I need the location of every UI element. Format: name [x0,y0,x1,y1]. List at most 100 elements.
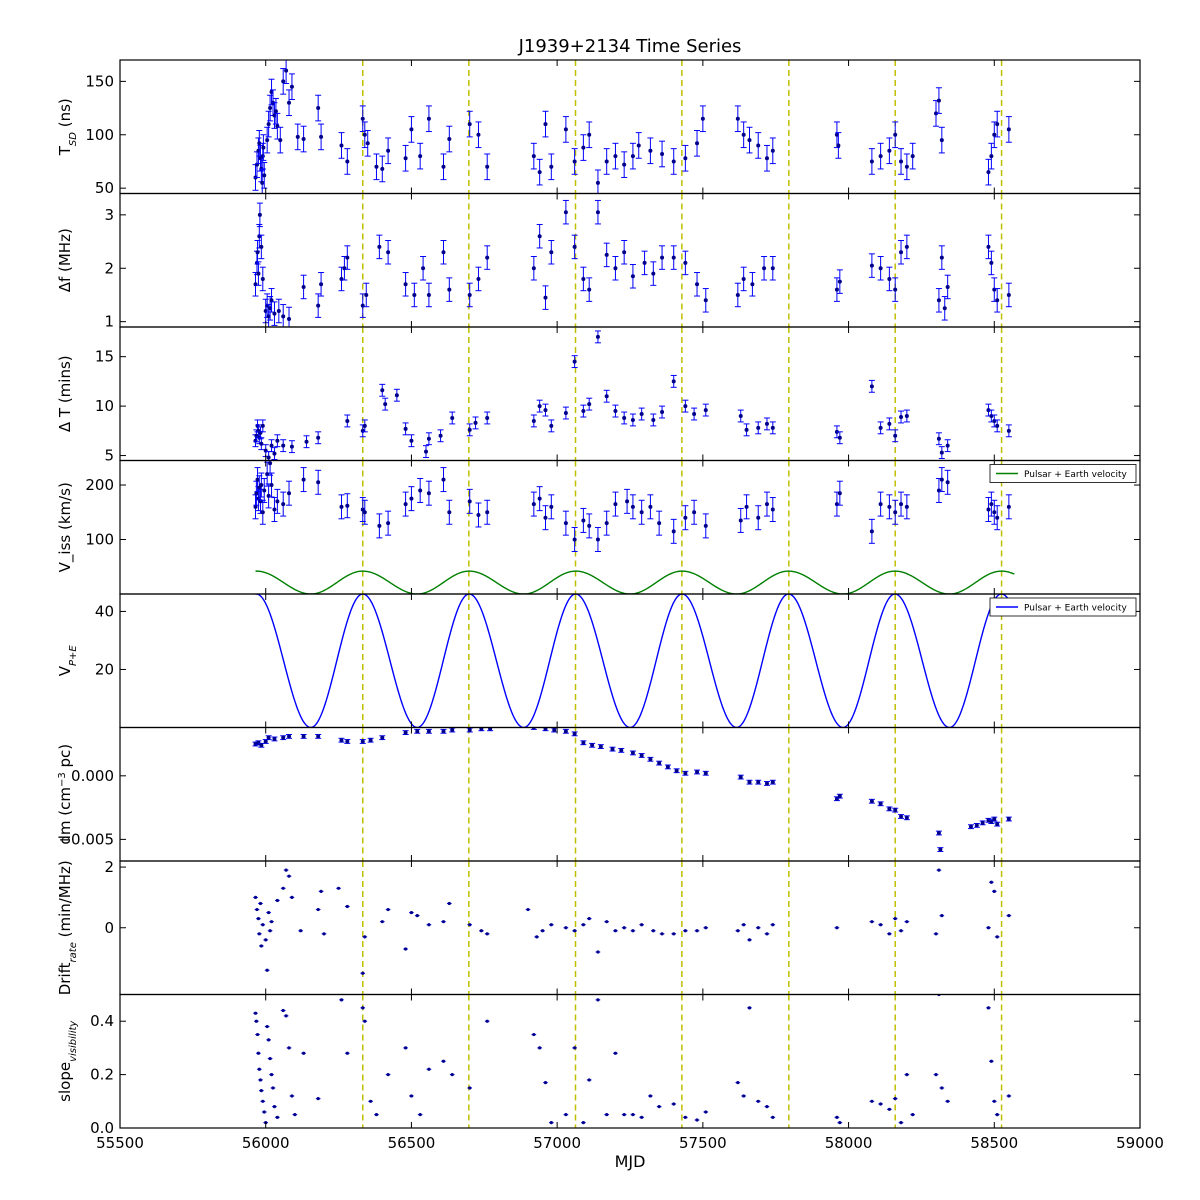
data-point [316,907,320,912]
data-point [426,292,431,297]
data-point [272,311,277,316]
data-point [441,477,446,482]
data-point [587,523,592,528]
data-point [1006,504,1011,509]
data-point [762,266,767,271]
data-point [887,148,892,153]
panel-1: 50 100 150 TSD (ns) [56,59,1141,197]
data-point [622,1113,626,1117]
y-axis-label: dm (cm−3 pc) [56,744,74,845]
data-point [671,159,676,164]
data-point [360,739,365,744]
data-point [301,137,306,142]
data-point [404,1046,408,1050]
data-point [910,154,915,159]
data-point [473,420,478,425]
data-point [648,1094,653,1098]
data-point [657,521,662,526]
legend-label: Pulsar + Earth velocity [1024,470,1127,480]
y-tick-label: 2 [104,858,114,876]
data-point [893,287,898,292]
data-point [287,316,292,321]
data-point [672,932,676,936]
data-point [275,1115,279,1119]
data-point [254,1019,258,1023]
data-point [750,282,755,287]
data-point [537,234,542,239]
data-point [639,510,644,515]
data-point [441,920,446,924]
data-point [595,180,600,185]
data-point [543,295,548,300]
y-tick-label: 20 [95,660,114,678]
data-point [543,515,548,520]
data-point [409,1094,414,1098]
panels-group: 50 100 150 TSD (ns) 1 2 3 Δf (MHz) 5 10 15 Δ T (min… [56,59,1141,1137]
panel-plot-area [253,868,1012,975]
data-point [403,282,408,287]
data-point [281,502,286,507]
data-point [770,266,775,271]
panel-plot-area [252,330,1012,461]
data-point [764,781,769,786]
data-point [287,491,292,496]
data-point [940,1086,944,1090]
data-point [744,504,749,509]
data-point [771,923,775,927]
panel-plot-area [252,727,1012,852]
data-point [736,1081,740,1085]
data-point [937,868,941,872]
data-point [735,292,740,297]
data-point [441,729,446,734]
data-point [267,1038,271,1042]
data-point [273,109,278,114]
data-point [287,100,292,105]
data-point [261,1099,265,1103]
data-point [409,496,414,501]
data-point [289,84,294,89]
data-point [992,1099,996,1103]
data-point [573,929,577,933]
data-point [262,1110,266,1114]
data-point [345,503,350,508]
data-point [683,771,688,776]
data-point [995,298,1000,303]
data-point [380,388,385,393]
data-point [622,162,627,167]
data-point [741,276,746,281]
data-point [572,359,577,364]
data-point [316,1097,320,1101]
data-point [549,504,554,509]
data-point [695,282,700,287]
data-point [269,483,274,488]
data-point [255,477,260,482]
data-point [256,148,261,153]
data-point [587,1078,591,1082]
y-tick-label: 0.4 [90,1012,114,1030]
y-axis-label-main: dm (cm [56,787,74,845]
data-point [450,1073,454,1077]
data-point [742,1094,746,1098]
data-point [543,727,548,731]
data-point [870,920,874,924]
data-point [266,735,271,740]
data-point [936,831,941,836]
data-point [276,308,281,313]
data-point [631,929,635,933]
data-point [622,250,627,255]
data-point [764,421,769,426]
data-point [630,274,635,279]
data-point [386,148,391,153]
data-point [738,414,743,418]
data-point [476,276,481,281]
data-point [700,116,705,121]
data-point [835,926,839,930]
data-point [421,266,426,271]
data-point [290,895,294,900]
panel-frame [119,593,1141,729]
data-point [345,418,350,423]
panel-frame [119,192,1141,328]
data-point [899,250,904,255]
data-point [765,932,769,936]
